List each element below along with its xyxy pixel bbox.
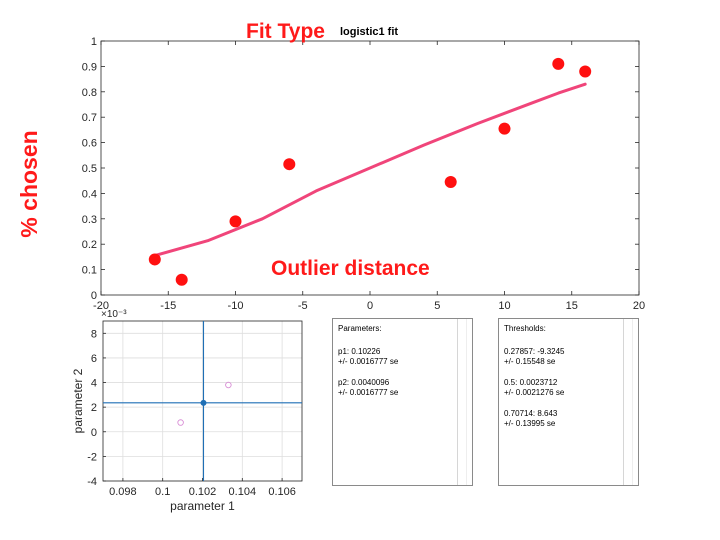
y-exponent-label: ×10⁻³: [101, 309, 127, 320]
parameters-panel: Parameters: p1: 0.10226 +/- 0.0016777 se…: [332, 318, 473, 486]
threshold-se: +/- 0.13995 se: [504, 419, 556, 428]
parameter-value: p2: 0.0040096: [338, 378, 390, 387]
data-point: [148, 253, 161, 266]
x-tick-label: 0.1: [155, 486, 170, 498]
x-tick-label: 0: [367, 300, 373, 312]
y-tick-label: 0.3: [82, 214, 97, 226]
data-point: [444, 175, 457, 188]
y-tick-label: 1: [91, 36, 97, 48]
parameter-group-p1: p1: 0.10226 +/- 0.0016777 se: [338, 347, 452, 367]
y-tick-label: 0.7: [82, 112, 97, 124]
data-point: [283, 158, 296, 171]
y-tick-label: 0.5: [82, 163, 97, 175]
threshold-value: 0.70714: 8.643: [504, 409, 558, 418]
threshold-value: 0.27857: -9.3245: [504, 347, 565, 356]
fit-type-title: Fit Type: [246, 20, 325, 43]
y-tick-label: 2: [91, 402, 97, 414]
fit-name-label: logistic1 fit: [340, 26, 399, 38]
panel-scrollbar-edge: [632, 319, 633, 485]
y-tick-label: 0.9: [82, 61, 97, 73]
y-tick-label: 4: [91, 378, 97, 390]
threshold-group: 0.70714: 8.643 +/- 0.13995 se: [504, 409, 618, 429]
y-tick-label: 0: [91, 427, 97, 439]
thresholds-panel: Thresholds: 0.27857: -9.3245 +/- 0.15548…: [498, 318, 639, 486]
parameter-se: +/- 0.0016777 se: [338, 357, 399, 366]
data-point: [552, 57, 565, 70]
best-fit-point: [200, 399, 207, 406]
y-tick-label: 8: [91, 328, 97, 340]
data-point: [229, 215, 242, 228]
parameter-value: p1: 0.10226: [338, 347, 381, 356]
threshold-value: 0.5: 0.0023712: [504, 378, 558, 387]
x-tick-label: 20: [633, 300, 645, 312]
y-tick-label: 0.6: [82, 138, 97, 150]
x-tick-label: -20: [93, 300, 109, 312]
y-tick-label: 0: [91, 290, 97, 302]
sample-point: [177, 419, 184, 426]
thresholds-header: Thresholds:: [504, 324, 546, 333]
parameter-se: +/- 0.0016777 se: [338, 388, 399, 397]
data-point: [498, 122, 511, 135]
x-tick-label: 10: [498, 300, 510, 312]
sample-point: [225, 381, 232, 389]
y-tick-label: 0.2: [82, 239, 97, 251]
parameters-header: Parameters:: [338, 324, 382, 333]
y-axis-label: parameter 2: [71, 368, 85, 433]
x-tick-label: 0.104: [229, 486, 257, 498]
y-tick-label: -2: [87, 451, 97, 463]
y-tick-label: -4: [87, 476, 97, 488]
parameter-space-plot: 0.098 0.1 0.102 0.104 0.106 -4 -2 0 2 4 6 8 ×10⁻³ par…: [71, 309, 303, 513]
fit-curve: [153, 82, 587, 258]
y-tick-label: 0.4: [82, 188, 97, 200]
x-tick-label: 0.098: [109, 486, 137, 498]
parameter-group-p2: p2: 0.0040096 +/- 0.0016777 se: [338, 378, 452, 398]
data-point: [579, 65, 592, 78]
x-tick-label: -15: [160, 300, 176, 312]
y-axis-label: % chosen: [16, 130, 42, 238]
x-tick-label: 0.102: [189, 486, 217, 498]
y-tick-label: 0.8: [82, 87, 97, 99]
threshold-group: 0.27857: -9.3245 +/- 0.15548 se: [504, 347, 618, 367]
data-point: [175, 273, 188, 286]
y-axis-label-container: % chosen: [12, 130, 52, 240]
x-tick-label: 15: [566, 300, 578, 312]
y-tick-label: 6: [91, 353, 97, 365]
panel-scrollbar-track[interactable]: [457, 319, 458, 485]
threshold-group: 0.5: 0.0023712 +/- 0.0021276 se: [504, 378, 618, 398]
panel-scrollbar-edge: [466, 319, 467, 485]
panel-scrollbar-track[interactable]: [623, 319, 624, 485]
threshold-se: +/- 0.0021276 se: [504, 388, 565, 397]
threshold-se: +/- 0.15548 se: [504, 357, 556, 366]
x-tick-label: -10: [228, 300, 244, 312]
main-psychometric-plot: -20 -15 -10 -5 0 5 10 15 20 0 0.1 0.2 0.3 0.4 0.5 0.6 0.…: [82, 36, 645, 312]
y-tick-label: 0.1: [82, 265, 97, 277]
x-tick-label: -5: [298, 300, 308, 312]
x-tick-label: 0.106: [268, 486, 296, 498]
x-tick-label: 5: [434, 300, 440, 312]
x-axis-label: parameter 1: [170, 499, 235, 513]
x-axis-label: Outlier distance: [271, 257, 430, 280]
